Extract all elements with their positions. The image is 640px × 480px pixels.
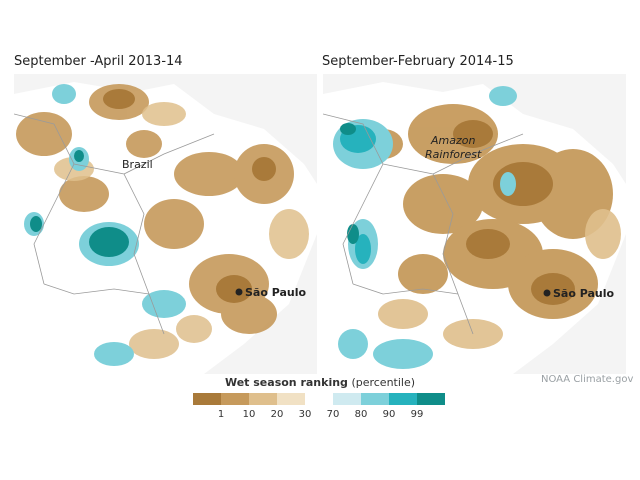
city-label: São Paulo <box>553 287 615 300</box>
legend-color-bar <box>193 393 445 405</box>
legend-swatch <box>193 393 221 405</box>
country-borders <box>323 113 524 335</box>
legend-swatch <box>417 393 445 405</box>
panel-title-2013-14: September -April 2013-14 <box>14 54 183 69</box>
legend-tick-label: 70 <box>326 409 340 420</box>
extremely-wet-patches <box>30 150 129 257</box>
very-dry-patches <box>453 120 575 305</box>
legend-swatch <box>221 393 249 405</box>
legend-swatch <box>361 393 389 405</box>
region-label: Brazil <box>122 158 153 171</box>
legend-tick-label: 99 <box>410 409 424 420</box>
legend-title-units: (percentile) <box>351 376 416 389</box>
panel-title-2014-15: September-February 2014-15 <box>322 54 514 69</box>
legend-tick-label: 80 <box>354 409 368 420</box>
dry-patches <box>16 84 294 334</box>
sao-paulo-marker <box>235 288 243 296</box>
legend-swatch <box>305 393 333 405</box>
legend-tick-label: 30 <box>298 409 312 420</box>
legend-tick-label: 20 <box>270 409 284 420</box>
legend-swatch <box>389 393 417 405</box>
region-label-line2: Rainforest <box>425 148 482 161</box>
rainfall-map-2013-14: São Paulo Brazil <box>14 74 317 374</box>
legend-tick-label: 10 <box>242 409 256 420</box>
legend-tick-label: 90 <box>382 409 396 420</box>
extremely-wet-patches <box>340 123 359 244</box>
legend-swatch <box>277 393 305 405</box>
moderately-dry-patches <box>54 102 309 359</box>
legend-tick-label: 1 <box>217 409 225 420</box>
legend-swatch <box>249 393 277 405</box>
rainfall-map-2014-15: São Paulo Amazon Rainforest <box>323 74 626 374</box>
very-dry-patches <box>103 89 276 303</box>
city-label: São Paulo <box>245 286 307 299</box>
country-borders <box>14 113 215 335</box>
legend-title: Wet season ranking (percentile) <box>0 376 640 389</box>
legend-swatch <box>333 393 361 405</box>
source-credit: NOAA Climate.gov <box>541 374 634 385</box>
region-label-line1: Amazon <box>430 134 475 147</box>
sao-paulo-marker <box>543 289 551 297</box>
legend-title-main: Wet season ranking <box>224 376 348 389</box>
